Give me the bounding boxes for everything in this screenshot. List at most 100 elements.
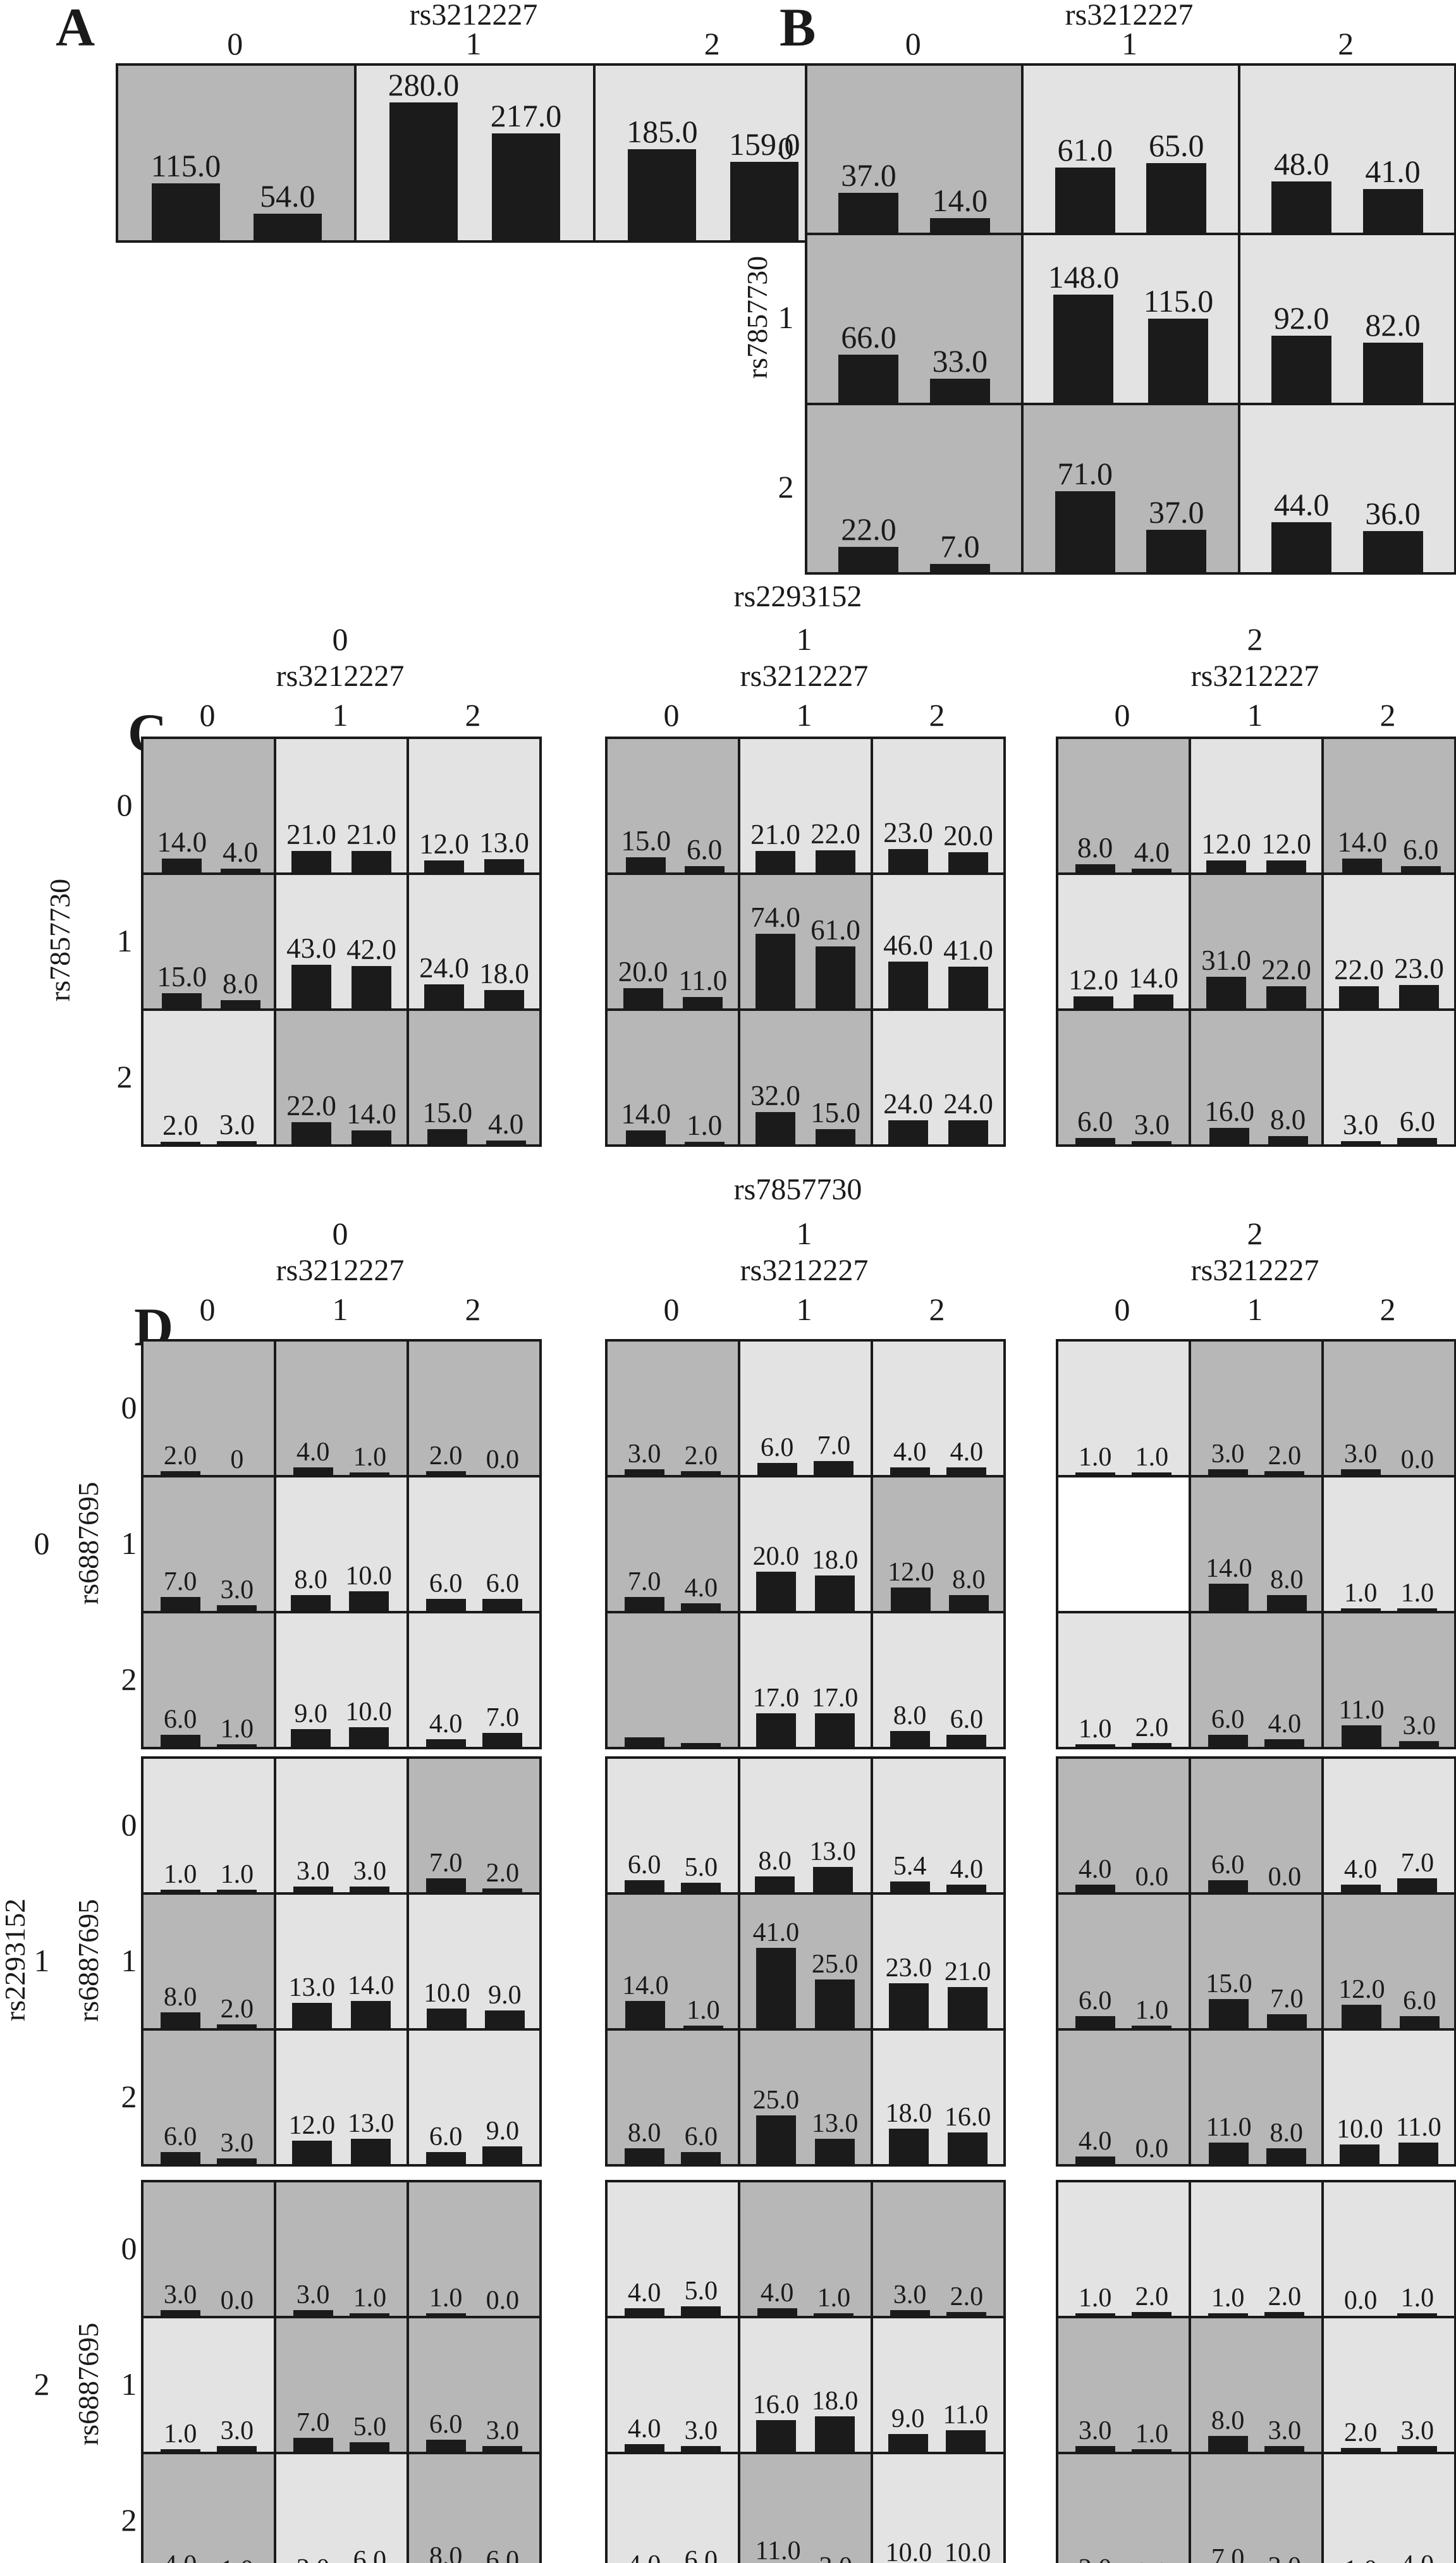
bar-value-label: 7.0	[296, 2408, 330, 2438]
bar-value-label: 4.0	[627, 2414, 661, 2444]
bar	[623, 988, 663, 1008]
bar	[160, 1471, 200, 1475]
bar	[1271, 181, 1332, 233]
bar-value-label: 6.0	[760, 1433, 794, 1463]
bar-value-label: 14.0	[1337, 826, 1388, 858]
panel-c-inner-col-axis-title: rs3212227	[276, 659, 405, 693]
bar-group: 74.0	[750, 903, 800, 1008]
bar	[217, 2024, 257, 2028]
bar-group: 6.0	[425, 1570, 466, 1611]
bar	[1208, 1880, 1248, 1892]
mosaic-cell: 21.0 21.0	[276, 739, 409, 875]
bar-value-label: 8.0	[222, 968, 259, 1000]
mosaic-cell: 1.0 1.0	[1324, 1477, 1456, 1613]
bar	[948, 1595, 989, 1611]
mosaic-cell: 1.0 1.0	[144, 1759, 276, 1895]
bar-value-label: 66.0	[841, 319, 896, 355]
bar-group: 65.0	[1146, 130, 1207, 233]
panel-b-row-axis-title: rs7857730	[741, 255, 773, 379]
bar	[815, 1129, 855, 1144]
bar	[1133, 994, 1173, 1008]
bar-group: 6.0	[1208, 1706, 1248, 1747]
bar-value-label: 148.0	[1048, 259, 1120, 295]
bar	[1340, 2447, 1381, 2452]
bar-group: 3.0	[1264, 2418, 1305, 2452]
bar-value-label: 24.0	[883, 1087, 933, 1120]
bar-group: 0.0	[482, 2287, 522, 2316]
bar	[812, 1866, 853, 1892]
mosaic-cell: 31.0 22.0	[1191, 875, 1324, 1011]
bar-group: 13.0	[812, 2110, 858, 2164]
bar-value-label: 3.0	[220, 2416, 254, 2445]
bar	[1055, 491, 1115, 572]
bar-value-label: 1.0	[163, 2419, 197, 2449]
mosaic-cell: 12.0 6.0	[1324, 1895, 1456, 2031]
bar	[293, 1886, 333, 1892]
mosaic-cell: 15.0 6.0	[608, 739, 740, 875]
bar	[291, 2140, 332, 2164]
bar-group: 22.0	[811, 819, 860, 872]
mosaic-cell	[1058, 1477, 1191, 1613]
bar	[1342, 858, 1383, 872]
bar-group: 2.0	[425, 1443, 466, 1475]
bar	[946, 2311, 987, 2316]
bar-value-label: 3.0	[1402, 1711, 1436, 1740]
bar	[624, 2148, 664, 2164]
bar-value-label: 4.0	[760, 2278, 794, 2308]
bar	[1146, 530, 1207, 572]
bar-group: 5.0	[681, 1854, 721, 1892]
bar-group: 14.0	[929, 185, 990, 233]
bar-group: 2.0	[946, 2284, 987, 2316]
bar-value-label: 22.0	[1261, 953, 1311, 986]
bar	[815, 850, 855, 872]
bar-group: 0.0	[1132, 2559, 1172, 2563]
bar-group: 61.0	[811, 916, 860, 1008]
mosaic-cell: 4.0 4.0	[873, 1342, 1006, 1477]
bar-group: 54.0	[253, 180, 322, 240]
panel-d-block-grid: 1.0 1.0 3.0 3.0 7.0 2.0 8.0 2.0 13.0 14.0 10.0 9.0 6…	[141, 1756, 542, 2167]
bar-group: 148.0	[1048, 259, 1120, 403]
bar-group: 18.0	[811, 2387, 859, 2452]
bar-value-label: 4.0	[893, 1437, 927, 1467]
bar-value-label: 4.0	[1268, 1709, 1302, 1739]
bar	[424, 860, 465, 872]
mosaic-cell: 1.0 4.0	[1324, 2454, 1456, 2563]
bar	[1342, 1725, 1382, 1747]
mosaic-cell: 66.0 33.0	[807, 235, 1024, 405]
panel-d-inner-col-axis-title: rs3212227	[276, 1254, 405, 1287]
bar	[1400, 866, 1441, 872]
bar	[151, 183, 220, 240]
bar	[160, 2309, 200, 2316]
bar-value-label: 13.0	[347, 2108, 395, 2138]
bar-group: 2.0	[160, 1111, 200, 1144]
bar-group: 7.0	[425, 1850, 466, 1892]
bar-value-label: 37.0	[1148, 494, 1204, 530]
bar-value-label: 4.0	[429, 1709, 463, 1739]
mosaic-cell: 16.0 18.0	[740, 2318, 873, 2454]
bar	[814, 1461, 854, 1475]
mosaic-cell: 1.0 2.0	[1058, 2182, 1191, 2318]
panel-d-inner-row-category-label: 0	[121, 1389, 137, 1425]
bar	[484, 2010, 525, 2028]
bar-value-label: 18.0	[811, 2387, 859, 2416]
mosaic-cell: 37.0 14.0	[807, 66, 1024, 236]
bar-group: 1.0	[425, 2285, 466, 2316]
bar	[756, 1947, 796, 2028]
bar-value-label: 4.0	[950, 1854, 984, 1884]
bar-value-label: 18.0	[811, 1546, 859, 1575]
bar-value-label: 1.0	[1078, 2284, 1112, 2313]
bar-value-label: 15.0	[422, 1097, 473, 1129]
bar-group: 2.0	[1340, 2419, 1381, 2452]
bar	[482, 2146, 523, 2164]
mosaic-cell: 15.0 8.0	[144, 875, 276, 1011]
bar-group: 14.0	[1206, 1555, 1252, 1611]
bar	[1264, 2445, 1305, 2452]
bar	[351, 965, 391, 1008]
bar	[815, 1979, 855, 2028]
bar-group: 13.0	[479, 829, 529, 872]
mosaic-cell: 12.0 8.0	[873, 1477, 1006, 1613]
mosaic-cell: 10.0 11.0	[1324, 2031, 1456, 2167]
bar	[1397, 1608, 1438, 1611]
bar-group: 3.0	[890, 2282, 930, 2316]
bar-value-label: 43.0	[286, 933, 336, 965]
